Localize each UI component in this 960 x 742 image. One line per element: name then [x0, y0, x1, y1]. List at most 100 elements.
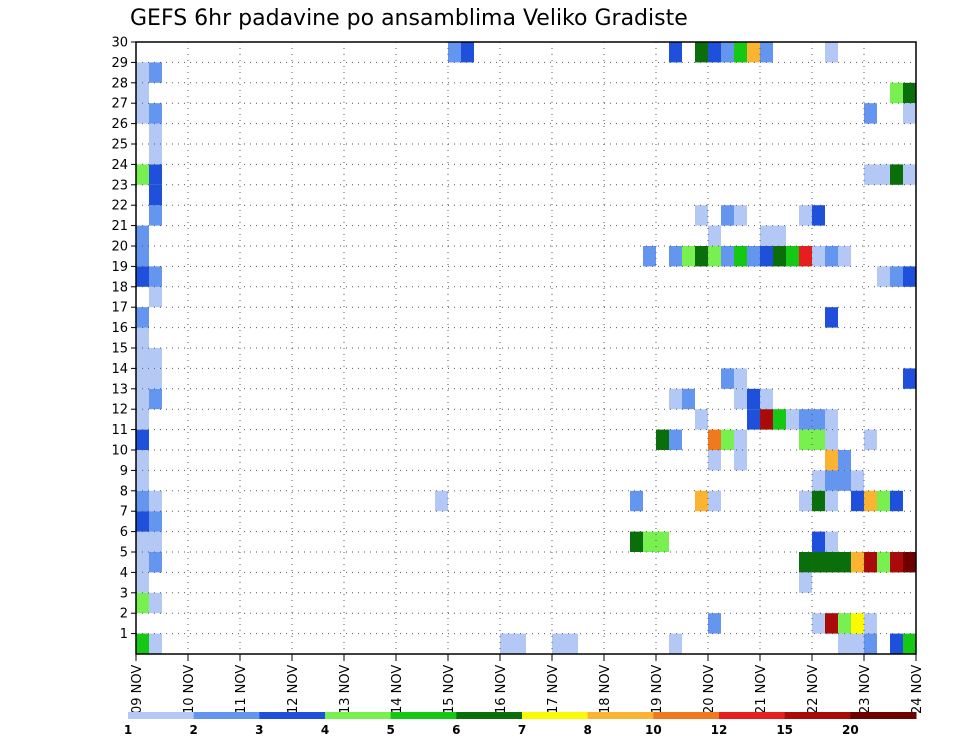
heatmap-cell [799, 572, 812, 593]
x-tick-label: 21 NOV [754, 665, 769, 714]
heatmap-cell [864, 613, 877, 634]
x-tick-label: 09 NOV [130, 665, 145, 714]
heatmap-cell [838, 552, 851, 573]
x-tick-label: 11 NOV [234, 665, 249, 714]
x-tick-label: 14 NOV [390, 665, 405, 714]
heatmap-cell [136, 225, 149, 246]
heatmap-cell [656, 531, 669, 552]
heatmap-cell [812, 429, 825, 450]
heatmap-cell [734, 246, 747, 267]
y-tick-label: 27 [111, 97, 128, 112]
heatmap-cell [656, 429, 669, 450]
heatmap-cell [136, 429, 149, 450]
heatmap-cell [136, 552, 149, 573]
heatmap-cell [890, 82, 903, 104]
heatmap-cell [136, 592, 149, 614]
heatmap-cell [760, 409, 773, 430]
heatmap-cell [812, 552, 825, 573]
y-tick-label: 26 [111, 117, 128, 132]
heatmap-cell [903, 266, 916, 287]
y-tick-label: 5 [120, 546, 128, 561]
heatmap-cell [136, 450, 149, 471]
heatmap-cell [734, 368, 747, 389]
colorbar-label: 15 [776, 723, 793, 737]
heatmap-cell [864, 164, 877, 185]
heatmap-cell [825, 613, 838, 634]
heatmap-cell [734, 42, 747, 63]
colorbar-label: 4 [321, 723, 329, 737]
heatmap-cell [799, 552, 812, 573]
heatmap-cell [864, 429, 877, 450]
heatmap-cell [851, 552, 864, 573]
heatmap-cell [136, 164, 149, 185]
heatmap-cell [669, 42, 682, 63]
heatmap-cell [149, 552, 162, 573]
heatmap-cell [838, 613, 851, 634]
y-tick-label: 3 [120, 586, 128, 601]
heatmap-cell [903, 633, 916, 654]
heatmap-cell [500, 633, 513, 654]
heatmap-cell [890, 490, 903, 512]
x-tick-label: 12 NOV [286, 665, 301, 714]
chart-title: GEFS 6hr padavine po ansamblima Veliko G… [130, 6, 688, 31]
heatmap-cell [864, 552, 877, 573]
colorbar-swatch [259, 712, 326, 719]
heatmap-cell [149, 388, 162, 410]
heatmap-cell [149, 592, 162, 614]
y-tick-label: 12 [111, 403, 128, 418]
heatmap-cell [708, 225, 721, 246]
heatmap-cell [903, 368, 916, 389]
y-tick-label: 19 [111, 260, 128, 275]
heatmap-cell [149, 633, 162, 654]
heatmap-cell [630, 490, 643, 512]
heatmap-cell [136, 266, 149, 287]
heatmap-cell [136, 388, 149, 410]
colorbar-label: 12 [711, 723, 728, 737]
colorbar-swatch [390, 712, 457, 719]
heatmap-cell [864, 633, 877, 654]
heatmap-cell [682, 246, 695, 267]
y-tick-label: 8 [120, 484, 128, 499]
heatmap-cell [838, 470, 851, 491]
heatmap-cell [773, 246, 786, 267]
colorbar-swatch [522, 712, 589, 719]
heatmap-cell [812, 246, 825, 267]
heatmap-cell [708, 613, 721, 634]
heatmap-cell [851, 613, 864, 634]
heatmap-cell [149, 348, 162, 369]
heatmap-cell [149, 205, 162, 226]
heatmap-cell [812, 409, 825, 430]
colorbar: 1 2 3 4 5 6 7 8 10 12 15 20 [124, 712, 917, 737]
heatmap-cell [149, 511, 162, 532]
colorbar-swatch [587, 712, 654, 719]
heatmap-cell [903, 552, 916, 573]
heatmap-cell [513, 633, 526, 654]
heatmap-cell [669, 633, 682, 654]
heatmap-cell [864, 103, 877, 124]
heatmap-cell [552, 633, 565, 654]
x-tick-label: 10 NOV [182, 665, 197, 714]
colorbar-label: 3 [255, 723, 263, 737]
heatmap-cell [903, 164, 916, 185]
heatmap-cell [461, 42, 474, 63]
y-tick-label: 11 [111, 423, 128, 438]
y-tick-label: 4 [120, 566, 128, 581]
heatmap-cell [708, 490, 721, 512]
heatmap-cell [149, 531, 162, 552]
heatmap-cell [136, 103, 149, 124]
heatmap-cell [812, 531, 825, 552]
colorbar-swatch [456, 712, 523, 719]
y-tick-label: 9 [120, 464, 128, 479]
heatmap-cell [721, 246, 734, 267]
colorbar-swatch [128, 712, 195, 719]
heatmap-cell [136, 490, 149, 512]
heatmap-cell [630, 531, 643, 552]
heatmap-cell [877, 266, 890, 287]
heatmap-cell [851, 470, 864, 491]
heatmap-cell [851, 490, 864, 512]
heatmap-cell [149, 286, 162, 308]
heatmap-cell [695, 205, 708, 226]
x-tick-label: 18 NOV [598, 665, 613, 714]
heatmap-cell [136, 82, 149, 104]
y-tick-label: 22 [111, 199, 128, 214]
